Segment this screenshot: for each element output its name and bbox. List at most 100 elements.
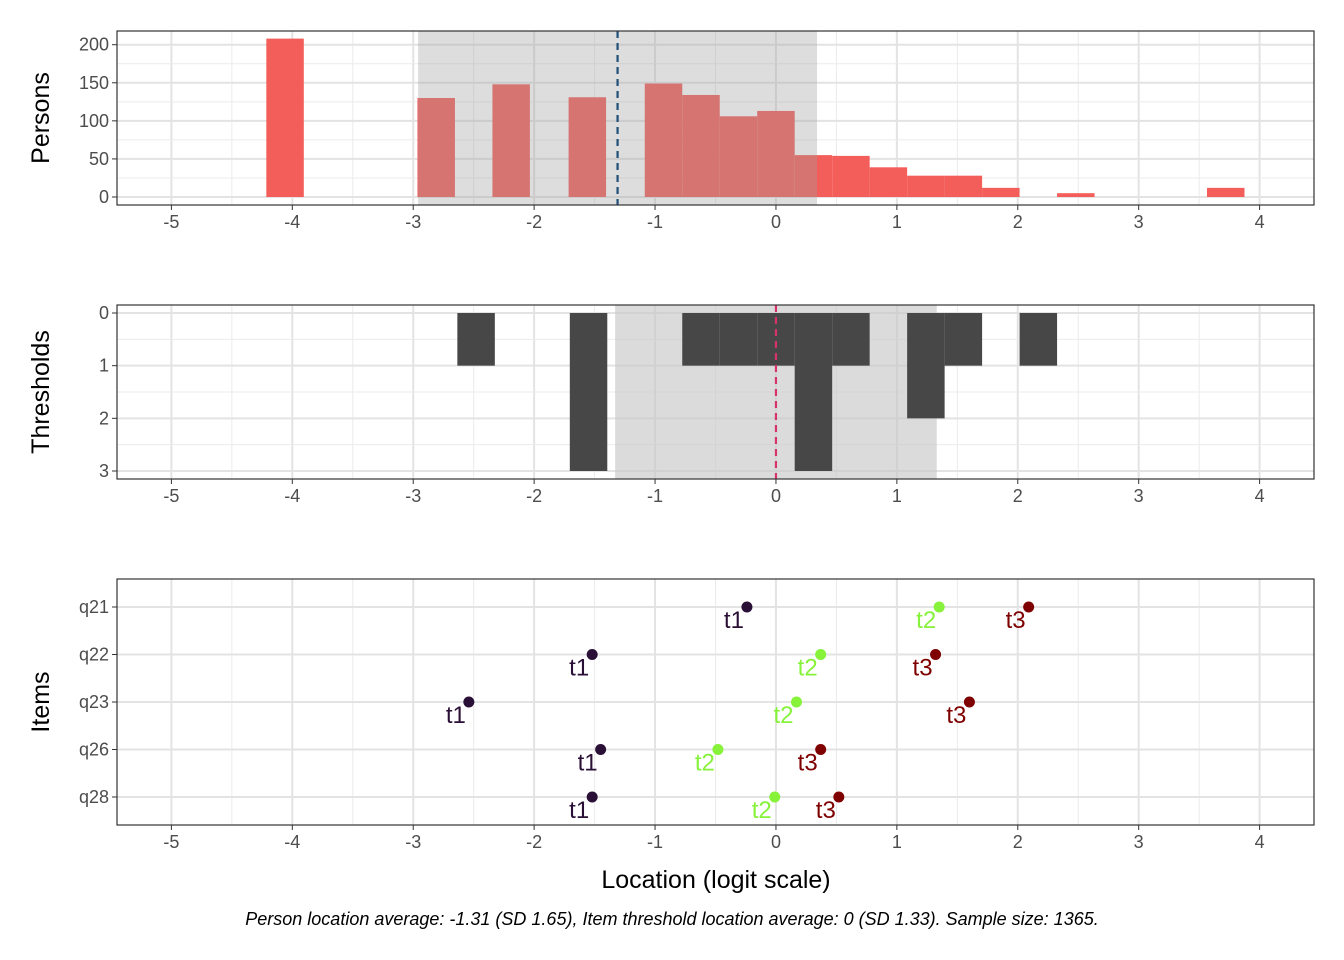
items-y-tick-label: q21 xyxy=(79,597,109,617)
persons-x-tick-label: 0 xyxy=(771,212,781,232)
items-point-t3 xyxy=(963,696,975,708)
items-point-t3 xyxy=(930,649,942,660)
thresholds-x-tick-label: -4 xyxy=(284,486,300,506)
thresholds-bar xyxy=(569,313,608,471)
persons-x-tick-label: -4 xyxy=(284,212,300,232)
items-panel-border xyxy=(116,578,1315,826)
persons-x-tick-label: -1 xyxy=(647,212,663,232)
persons-bar xyxy=(568,97,607,197)
thresholds-y-tick-label: 2 xyxy=(99,408,109,428)
items-x-tick-label: -4 xyxy=(284,832,300,852)
thresholds-panel: -5 -4 -3 -2 -1 0 1 2 3 4 Thresholds 0 1 2 3 xyxy=(27,303,1315,506)
items-point-label-t1: t1 xyxy=(724,607,744,634)
items-point-label-t3: t3 xyxy=(946,702,966,729)
thresholds-x-tick-label: 4 xyxy=(1255,486,1265,506)
persons-x-tick-label: 1 xyxy=(892,212,902,232)
items-x-tick-label: -1 xyxy=(647,832,663,852)
persons-bar xyxy=(832,155,870,197)
items-point-label-t1: t1 xyxy=(569,655,589,682)
items-point-t1 xyxy=(586,791,598,803)
thresholds-y-tick-label: 3 xyxy=(99,461,109,481)
persons-x-tick-label: 2 xyxy=(1013,212,1023,232)
persons-bar xyxy=(982,187,1020,197)
persons-panel-border xyxy=(116,30,1315,206)
items-x-tick-label: -5 xyxy=(163,832,179,852)
items-y-axis-title: Items xyxy=(27,671,55,732)
items-x-tick-label: 4 xyxy=(1255,832,1265,852)
items-x-tick-label: 3 xyxy=(1134,832,1144,852)
thresholds-bar xyxy=(944,313,983,366)
items-point-label-t2: t2 xyxy=(695,750,715,777)
items-panel: -5 -4 -3 -2 -1 0 1 2 3 4 Items q21 q22 q23 q26 q28 t1 t1 t… xyxy=(27,578,1315,852)
thresholds-x-tick-label: 3 xyxy=(1134,486,1144,506)
items-point-label-t2: t2 xyxy=(916,607,936,634)
items-point-label-t1: t1 xyxy=(446,702,466,729)
items-x-tick-label: 0 xyxy=(771,832,781,852)
thresholds-x-tick-label: 1 xyxy=(892,486,902,506)
thresholds-bar xyxy=(794,313,833,471)
items-point-t2 xyxy=(712,744,724,755)
items-x-tick-label: -3 xyxy=(405,832,421,852)
persons-bar xyxy=(266,38,304,197)
persons-y-tick-label: 200 xyxy=(79,35,109,55)
caption: Person location average: -1.31 (SD 1.65)… xyxy=(245,909,1098,929)
thresholds-x-tick-label: -1 xyxy=(647,486,663,506)
persons-bar xyxy=(719,116,758,197)
persons-x-tick-label: 3 xyxy=(1134,212,1144,232)
persons-panel: -5 -4 -3 -2 -1 0 1 2 3 4 Persons 0 50 100 150 200 xyxy=(27,30,1315,232)
items-point-t2 xyxy=(815,649,827,660)
persons-bar xyxy=(907,175,945,197)
items-point-t3 xyxy=(1023,601,1035,613)
items-point-label-t2: t2 xyxy=(773,702,793,729)
items-x-tick-label: 1 xyxy=(892,832,902,852)
items-point-label-t3: t3 xyxy=(913,655,933,682)
items-x-tick-label: 2 xyxy=(1013,832,1023,852)
persons-bar xyxy=(417,98,455,197)
thresholds-x-tick-label: -3 xyxy=(405,486,421,506)
items-y-tick-label: q22 xyxy=(79,645,109,665)
items-point-t3 xyxy=(833,791,845,803)
items-point-t2 xyxy=(933,601,945,613)
persons-bar xyxy=(492,84,530,197)
persons-y-tick-label: 100 xyxy=(79,111,109,131)
items-y-tick-label: q23 xyxy=(79,692,109,712)
thresholds-x-tick-label: -5 xyxy=(163,486,179,506)
persons-bar xyxy=(1057,193,1095,197)
persons-bar xyxy=(869,167,908,197)
persons-x-tick-label: -3 xyxy=(405,212,421,232)
thresholds-bar xyxy=(719,313,758,366)
thresholds-y-axis-title: Thresholds xyxy=(27,330,55,454)
items-point-label-t3: t3 xyxy=(1006,607,1026,634)
items-point-t1 xyxy=(595,744,607,755)
thresholds-bar xyxy=(832,313,870,366)
items-y-tick-label: q28 xyxy=(79,787,109,807)
thresholds-x-tick-label: -2 xyxy=(526,486,542,506)
persons-x-tick-label: 4 xyxy=(1255,212,1265,232)
thresholds-y-tick-label: 0 xyxy=(99,303,109,323)
items-point-label-t3: t3 xyxy=(798,750,818,777)
items-point-t1 xyxy=(463,696,475,708)
items-point-t1 xyxy=(586,649,598,660)
persons-bar xyxy=(944,175,983,197)
items-y-tick-label: q26 xyxy=(79,740,109,760)
persons-bar xyxy=(644,83,683,197)
persons-bar xyxy=(757,110,795,197)
items-point-label-t3: t3 xyxy=(816,797,836,824)
items-point-t1 xyxy=(741,601,753,613)
thresholds-x-tick-label: 2 xyxy=(1013,486,1023,506)
thresholds-bar xyxy=(457,313,495,366)
thresholds-bar xyxy=(682,313,720,366)
thresholds-bar xyxy=(1019,313,1058,366)
thresholds-y-tick-label: 1 xyxy=(99,356,109,376)
persons-bar xyxy=(682,94,720,197)
items-point-t2 xyxy=(769,791,781,803)
persons-x-tick-label: -2 xyxy=(526,212,542,232)
persons-y-tick-label: 0 xyxy=(99,187,109,207)
persons-bar xyxy=(1206,187,1245,197)
thresholds-panel-border xyxy=(116,304,1315,480)
x-axis-title: Location (logit scale) xyxy=(601,866,830,894)
persons-bar xyxy=(794,155,833,197)
items-point-t3 xyxy=(815,744,827,755)
items-x-tick-label: -2 xyxy=(526,832,542,852)
